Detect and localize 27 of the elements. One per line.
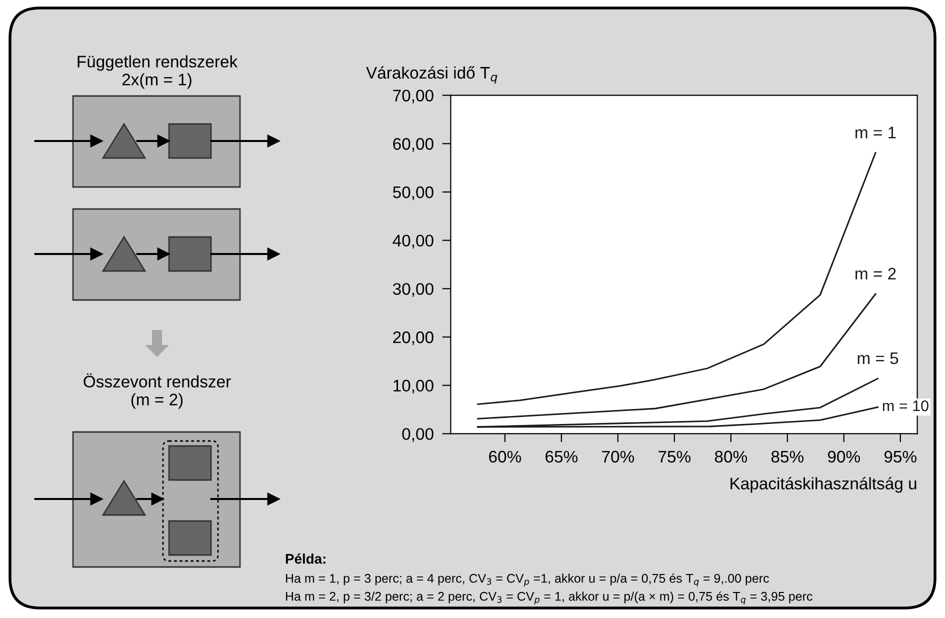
series-label: m = 2 [856,268,896,280]
y-axis-title: Várakozási idő T$_{q}$ [366,66,498,84]
x-tick-label: 60% [489,450,522,463]
x-tick-label: 70% [602,450,634,463]
y-tick-label: 20,00 [393,331,434,346]
text: Példa: [286,553,326,564]
series-label: m = 10 [882,400,928,412]
y-tick-label: 70,00 [393,90,434,104]
text: Összevont rendszer (m = 2) [84,373,231,409]
x-tick-label: 85% [771,450,804,463]
x-tick-label: 80% [714,450,747,463]
x-tick-label: 65% [546,450,578,463]
y-tick-label: 0,00 [402,428,434,442]
series-label: m = 1 [856,126,896,138]
y-tick-label: 40,00 [392,234,434,248]
x-axis-title: Kapacitáskihasználtság u [730,477,916,493]
text: Független rendszerek 2x(m = 1) [78,55,238,89]
text: Ha m = 1, p = 3 perc; a = 4 perc, CV$_{3}$ = CV$_{p}$ =1, akkor u = p/a = 0,75 és T$_{q}$ = 9,.00 perc [286,573,769,587]
y-tick-label: 10,00 [394,380,434,394]
y-tick-label: 50,00 [392,186,434,200]
y-tick-label: 30,00 [392,283,434,297]
text: Ha m = 2, p = 3/2 perc; a = 2 perc, CV$_{3}$ = CV$_{p}$ = 1, akkor u = p/(a × m) = 0,75 és T$_{q}$ = 3,95 perc [286,591,812,605]
y-tick-label: 60,00 [393,138,434,152]
x-tick-label: 95% [884,450,916,463]
x-tick-label: 90% [828,450,860,463]
series-label: m = 5 [858,352,898,364]
x-tick-label: 75% [658,450,690,463]
